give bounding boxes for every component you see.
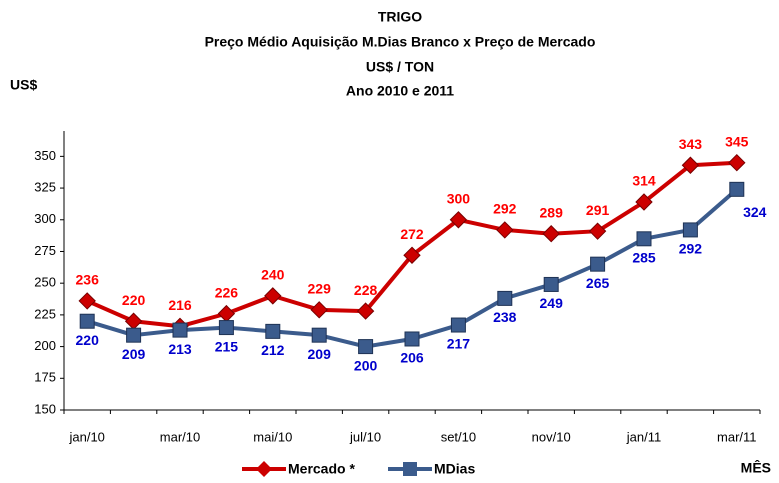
data-label: 238: [493, 309, 517, 325]
data-label: 292: [493, 201, 517, 217]
chart-title: US$ / TON: [366, 59, 434, 75]
point: [590, 256, 606, 272]
data-label: 249: [540, 295, 564, 311]
data-label: 220: [122, 292, 146, 308]
point: [682, 222, 698, 238]
data-label: 229: [308, 281, 332, 297]
point: [496, 221, 514, 239]
y-axis-label: US$: [10, 77, 37, 93]
x-axis-label: MÊS: [741, 459, 771, 476]
legend-label: MDias: [434, 461, 475, 477]
x-tick-label: jan/11: [626, 429, 661, 444]
legend-marker: [256, 461, 272, 477]
point: [310, 301, 328, 319]
chart-title: TRIGO: [378, 9, 422, 25]
data-label: 300: [447, 190, 471, 206]
point: [497, 290, 513, 306]
legend-label: Mercado *: [288, 461, 355, 477]
point: [358, 339, 374, 355]
point: [356, 302, 375, 320]
point: [543, 276, 559, 292]
data-label: 228: [354, 282, 378, 298]
data-label: 314: [632, 173, 656, 189]
point: [450, 317, 466, 333]
data-label: 212: [261, 342, 285, 358]
data-label: 206: [400, 350, 424, 366]
point: [681, 156, 700, 174]
data-label: 272: [400, 226, 424, 242]
point: [265, 323, 281, 339]
data-label: 240: [261, 267, 285, 283]
data-label: 209: [122, 346, 146, 362]
x-tick-label: mai/10: [253, 429, 292, 444]
x-tick-label: mar/11: [717, 429, 757, 444]
data-label: 289: [540, 204, 564, 220]
x-tick-label: jul/10: [349, 429, 381, 444]
x-tick-label: jan/10: [68, 429, 104, 444]
point: [449, 211, 468, 229]
x-tick-label: set/10: [441, 429, 476, 444]
y-tick-label: 250: [34, 275, 56, 290]
data-label: 324: [743, 204, 767, 220]
point: [635, 193, 653, 211]
point: [78, 292, 96, 310]
data-label: 236: [76, 272, 100, 288]
data-label: 209: [308, 346, 332, 362]
y-tick-label: 225: [34, 306, 56, 321]
data-label: 291: [586, 202, 610, 218]
point: [124, 312, 143, 330]
point: [403, 246, 421, 264]
y-tick-label: 325: [34, 180, 56, 195]
y-tick-label: 175: [34, 370, 56, 385]
data-label: 265: [586, 275, 610, 291]
chart-title: Preço Médio Aquisição M.Dias Branco x Pr…: [205, 34, 596, 50]
point: [311, 327, 327, 343]
point: [264, 287, 282, 305]
chart-title: Ano 2010 e 2011: [346, 83, 454, 99]
point: [218, 320, 234, 336]
y-tick-label: 200: [34, 338, 56, 353]
data-label: 213: [168, 341, 192, 357]
data-label: 285: [632, 249, 656, 265]
data-label: 343: [679, 136, 703, 152]
data-label: 292: [679, 241, 703, 257]
y-tick-label: 300: [34, 211, 56, 226]
legend-marker: [403, 462, 417, 476]
point: [404, 331, 420, 347]
y-tick-label: 350: [34, 148, 56, 163]
data-label: 226: [215, 284, 239, 300]
data-label: 215: [215, 338, 239, 354]
x-tick-label: nov/10: [532, 429, 571, 444]
data-label: 200: [354, 357, 378, 373]
x-tick-label: mar/10: [160, 429, 200, 444]
data-label: 345: [725, 133, 749, 149]
y-tick-label: 150: [34, 401, 56, 416]
y-tick-label: 275: [34, 243, 56, 258]
data-label: 220: [76, 332, 100, 348]
point: [729, 181, 745, 197]
data-label: 217: [447, 336, 471, 352]
point: [636, 231, 652, 247]
point: [542, 225, 560, 243]
point: [217, 304, 236, 323]
point: [79, 313, 95, 329]
point: [588, 222, 607, 240]
point: [728, 153, 746, 172]
point: [126, 327, 142, 343]
point: [172, 322, 188, 338]
data-label: 216: [168, 297, 192, 313]
